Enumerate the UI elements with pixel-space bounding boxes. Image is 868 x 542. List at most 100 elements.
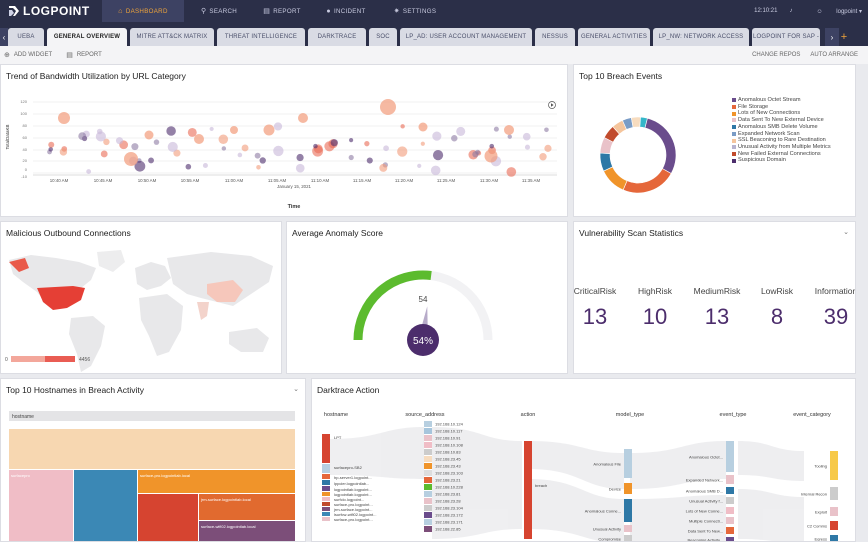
legend-item[interactable]: SSL Beaconing to Rare Destination [732,137,831,144]
sankey-ip-node[interactable] [424,449,432,455]
nav-incident[interactable]: ● INCIDENT [310,0,382,22]
sankey-model-node[interactable] [624,535,632,542]
sankey-model-node[interactable] [624,499,632,522]
sankey-ip-node[interactable] [424,484,432,490]
logpoint-logo[interactable]: LOGPOINT [0,4,102,18]
bubble [148,157,154,164]
legend-item[interactable]: File Storage [732,104,831,111]
sankey-event-label: Lots of New Conne... [686,509,723,514]
sankey-host-node[interactable] [322,480,330,485]
sankey-host-node[interactable] [322,517,330,521]
tab-general-overview[interactable]: GENERAL OVERVIEW [47,28,127,46]
bubble [237,152,243,158]
sankey-event-node[interactable] [726,497,734,504]
tab-soc[interactable]: SOC [369,28,397,46]
legend-item[interactable]: Lots of New Connections [732,110,831,117]
tab-scroll-left-button[interactable]: ‹ [0,28,8,46]
sankey-category-node[interactable] [830,451,838,480]
user-menu[interactable]: ☺ logpoint ▾ [816,8,862,15]
sankey-host-node[interactable] [322,474,330,479]
sankey-event-label: Unusual Activity f... [689,499,723,504]
sankey-event-node[interactable] [726,441,734,472]
change-repos-button[interactable]: CHANGE REPOS [752,52,801,58]
donut-slice[interactable] [603,166,628,191]
tab-nessus[interactable]: NESSUS [535,28,575,46]
legend-item[interactable]: Anomalous SMB Delete Volume [732,124,831,131]
auto-arrange-button[interactable]: AUTO ARRANGE [810,52,858,58]
tab-threat-intel[interactable]: THREAT INTELLIGENCE [217,28,305,46]
sankey-model-node[interactable] [624,525,632,532]
sankey-ip-node[interactable] [424,491,432,497]
nav-dashboard[interactable]: ⌂ DASHBOARD [102,0,184,22]
sankey-category-node[interactable] [830,507,838,516]
sankey-ip-node[interactable] [424,505,432,511]
sankey-ip-node[interactable] [424,477,432,483]
add-tab-button[interactable]: + [840,31,848,43]
sankey-host-node[interactable] [322,502,330,506]
stat-label: Information [814,286,856,296]
sankey-event-node[interactable] [726,507,734,514]
chevron-down-icon[interactable]: ⌄ [293,386,299,393]
sankey-ip-node[interactable] [424,526,432,532]
bubble [209,126,214,131]
sankey-ip-node[interactable] [424,435,432,441]
tab-scroll-right-button[interactable]: › [825,28,839,46]
sankey-category-node[interactable] [830,487,838,500]
sankey-model-node[interactable] [624,449,632,478]
sankey-ip-node[interactable] [424,428,432,434]
sankey-ip-node[interactable] [424,498,432,504]
tab-general-activities[interactable]: GENERAL ACTIVITIES [578,28,650,46]
chevron-down-icon[interactable]: ⌄ [843,229,849,236]
sankey-host-node[interactable] [322,464,330,473]
sankey-host-node[interactable] [322,486,330,491]
sankey-ip-node[interactable] [424,442,432,448]
legend-item[interactable]: Expanded Network Scan [732,131,831,138]
tab-darktrace[interactable]: DARKTRACE [308,28,366,46]
sankey-host-node[interactable] [322,497,330,501]
legend-item[interactable]: Suspicious Domain [732,157,831,164]
sankey-ip-node[interactable] [424,512,432,518]
sankey-host-node[interactable] [322,434,330,463]
nav-settings[interactable]: ✷ SETTINGS [382,0,448,22]
sankey-host-node[interactable] [322,512,330,516]
sankey-event-node[interactable] [726,537,734,542]
sankey-ip-label: 192.168.23.45 [435,457,461,462]
sankey-ip-node[interactable] [424,470,432,476]
sankey-ip-node[interactable] [424,519,432,525]
sankey-action-node[interactable] [524,441,532,539]
legend-item[interactable]: Unusual Activity from Multiple Metrics [732,144,831,151]
world-map[interactable]: 0 4456 [1,222,282,374]
play-icon[interactable] [548,101,556,109]
donut-slice[interactable] [622,168,672,194]
tab-lp-ad[interactable]: LP_AD: USER ACCOUNT MANAGEMENT [400,28,532,46]
sankey-category-node[interactable] [830,521,838,530]
sankey-host-node[interactable] [322,507,330,511]
tab-lp-nw[interactable]: LP_NW: NETWORK ACCESS [653,28,749,46]
sankey-ip-node[interactable] [424,421,432,427]
sankey-ip-node[interactable] [424,456,432,462]
sankey-event-node[interactable] [726,487,734,494]
report-button[interactable]: ▤ REPORT [66,51,102,59]
nav-search[interactable]: ⚲ SEARCH [184,0,254,22]
donut-slice[interactable] [644,117,677,174]
nav-report[interactable]: ▤ REPORT [254,0,310,22]
sankey-host-node[interactable] [322,492,330,496]
tab-logpoint-sap[interactable]: LOGPOINT FOR SAP - [752,28,820,46]
sankey-model-node[interactable] [624,483,632,494]
sankey-ip-node[interactable] [424,463,432,469]
sankey-event-node[interactable] [726,517,734,524]
legend-item[interactable]: Data Sent To New External Device [732,117,831,124]
sankey-event-node[interactable] [726,527,734,534]
tab-ueba[interactable]: UEBA [8,28,44,46]
bell-icon[interactable]: ♪ [789,8,793,14]
sankey-event-node[interactable] [726,475,734,484]
add-widget-button[interactable]: ⊕ ADD WIDGET [4,51,52,59]
donut-slice[interactable] [630,116,641,128]
donut-slice[interactable] [639,116,648,129]
sankey-column-headers: hostname source_address action model_typ… [324,412,831,418]
legend-label: Unusual Activity from Multiple Metrics [738,143,831,150]
legend-item[interactable]: Anomalous Octet Stream [732,97,831,104]
sankey-category-node[interactable] [830,535,838,542]
tab-mitre[interactable]: MITRE ATT&CK MATRIX [130,28,214,46]
legend-item[interactable]: New Failed External Connections [732,151,831,158]
